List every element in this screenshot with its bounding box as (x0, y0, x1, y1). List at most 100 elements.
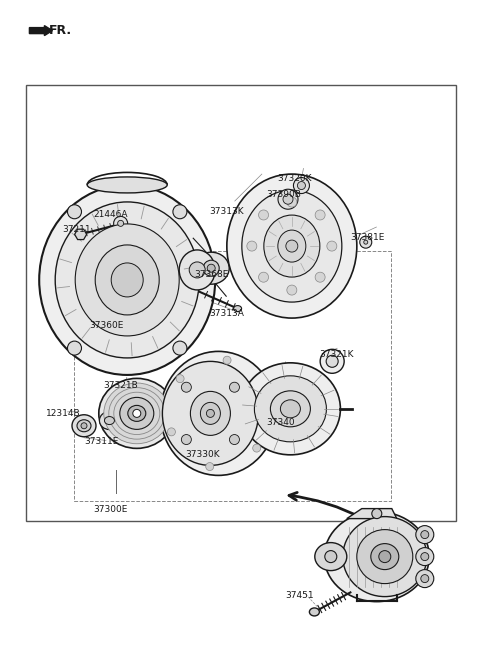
Ellipse shape (99, 378, 175, 449)
Ellipse shape (416, 570, 434, 588)
Ellipse shape (114, 392, 160, 435)
Text: 12314B: 12314B (46, 409, 80, 418)
Bar (74, 251, 391, 501)
Ellipse shape (68, 205, 82, 219)
Ellipse shape (207, 264, 215, 272)
Ellipse shape (133, 409, 141, 417)
Ellipse shape (223, 356, 231, 364)
Ellipse shape (372, 508, 382, 519)
Ellipse shape (315, 210, 325, 220)
Ellipse shape (416, 525, 434, 544)
Text: 37320K: 37320K (277, 174, 312, 184)
Ellipse shape (324, 512, 429, 602)
Ellipse shape (242, 190, 342, 302)
Ellipse shape (55, 202, 199, 358)
Ellipse shape (283, 194, 293, 204)
Ellipse shape (109, 387, 165, 439)
Ellipse shape (128, 406, 146, 421)
Text: 37390B: 37390B (266, 190, 301, 199)
Ellipse shape (87, 177, 167, 193)
Text: 37340: 37340 (266, 418, 295, 427)
Text: 37330K: 37330K (185, 450, 219, 460)
Ellipse shape (81, 422, 87, 429)
Ellipse shape (280, 400, 300, 418)
Ellipse shape (111, 263, 143, 297)
Ellipse shape (379, 551, 391, 562)
Ellipse shape (68, 341, 82, 355)
Text: 37300E: 37300E (94, 505, 128, 514)
Ellipse shape (105, 417, 114, 424)
Text: 37313A: 37313A (209, 309, 244, 318)
Ellipse shape (287, 285, 297, 295)
Ellipse shape (259, 210, 268, 220)
Ellipse shape (229, 382, 240, 392)
Text: 37313K: 37313K (209, 207, 243, 216)
Ellipse shape (326, 355, 338, 367)
Ellipse shape (262, 391, 269, 399)
Ellipse shape (104, 383, 170, 444)
FancyArrow shape (29, 25, 52, 36)
Ellipse shape (264, 215, 320, 277)
Text: 37321K: 37321K (319, 350, 354, 359)
Ellipse shape (278, 230, 306, 262)
Ellipse shape (416, 547, 434, 566)
Ellipse shape (118, 220, 124, 227)
Ellipse shape (325, 551, 337, 562)
Ellipse shape (371, 544, 399, 570)
Text: FR.: FR. (48, 24, 72, 37)
Ellipse shape (181, 382, 192, 392)
Ellipse shape (229, 435, 240, 445)
Text: 37381E: 37381E (350, 233, 385, 242)
Ellipse shape (227, 174, 357, 318)
Ellipse shape (191, 391, 230, 436)
Ellipse shape (99, 411, 120, 430)
Ellipse shape (298, 182, 305, 189)
Text: 37211: 37211 (62, 225, 91, 234)
Ellipse shape (320, 350, 344, 373)
Ellipse shape (179, 250, 215, 290)
Bar (26, 85, 456, 521)
Ellipse shape (160, 352, 276, 475)
Ellipse shape (114, 216, 128, 230)
Ellipse shape (315, 272, 325, 282)
Ellipse shape (270, 391, 311, 427)
Ellipse shape (181, 435, 192, 445)
Ellipse shape (162, 361, 258, 465)
Text: 37451: 37451 (286, 591, 314, 600)
Ellipse shape (343, 517, 427, 596)
Ellipse shape (286, 240, 298, 252)
Ellipse shape (315, 542, 347, 571)
Ellipse shape (95, 245, 159, 315)
Ellipse shape (173, 205, 187, 219)
Ellipse shape (77, 420, 91, 432)
Ellipse shape (240, 363, 340, 455)
Ellipse shape (254, 376, 326, 442)
Ellipse shape (176, 375, 184, 383)
Text: 37321B: 37321B (103, 381, 138, 390)
Text: 37311E: 37311E (84, 437, 119, 447)
Ellipse shape (360, 236, 372, 248)
Polygon shape (75, 229, 86, 240)
Text: 37360E: 37360E (89, 321, 123, 330)
Ellipse shape (287, 197, 297, 207)
Ellipse shape (421, 575, 429, 583)
Ellipse shape (278, 189, 298, 209)
Ellipse shape (173, 341, 187, 355)
Ellipse shape (206, 463, 214, 471)
Ellipse shape (234, 305, 241, 312)
Text: 21446A: 21446A (94, 210, 128, 219)
Ellipse shape (39, 185, 215, 375)
Ellipse shape (364, 240, 368, 244)
Ellipse shape (203, 260, 219, 276)
Ellipse shape (357, 530, 413, 583)
Ellipse shape (252, 444, 261, 452)
Ellipse shape (421, 553, 429, 561)
Text: 37368E: 37368E (194, 270, 229, 279)
Ellipse shape (72, 415, 96, 437)
Ellipse shape (75, 224, 179, 336)
Ellipse shape (206, 409, 215, 417)
Ellipse shape (247, 241, 257, 251)
Ellipse shape (421, 531, 429, 538)
Ellipse shape (193, 252, 229, 284)
Ellipse shape (189, 262, 205, 278)
